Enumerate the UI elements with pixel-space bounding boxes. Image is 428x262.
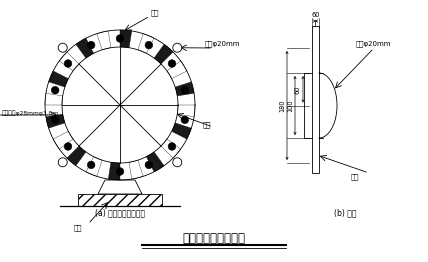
Polygon shape [53, 131, 73, 149]
Polygon shape [177, 105, 195, 117]
Text: 螺筋: 螺筋 [203, 122, 211, 128]
Text: 耳环φ20mm: 耳环φ20mm [205, 41, 241, 47]
Circle shape [173, 158, 182, 167]
Polygon shape [86, 157, 102, 176]
Text: 主筋: 主筋 [151, 10, 160, 16]
Polygon shape [172, 123, 191, 139]
Circle shape [58, 43, 67, 52]
Circle shape [181, 116, 189, 124]
Polygon shape [76, 38, 94, 58]
Circle shape [168, 60, 176, 67]
Polygon shape [138, 34, 154, 53]
Circle shape [173, 43, 182, 52]
Polygon shape [175, 82, 194, 96]
Polygon shape [97, 31, 111, 50]
Polygon shape [120, 30, 132, 48]
Circle shape [116, 35, 124, 42]
Polygon shape [62, 47, 178, 163]
Circle shape [58, 158, 67, 167]
Polygon shape [98, 180, 142, 194]
Text: 枕木: 枕木 [74, 225, 83, 231]
Circle shape [116, 168, 124, 175]
Circle shape [87, 41, 95, 49]
Text: 100: 100 [287, 99, 293, 112]
Polygon shape [59, 52, 79, 71]
Polygon shape [146, 152, 164, 172]
Circle shape [51, 116, 59, 124]
Circle shape [181, 86, 189, 94]
Circle shape [51, 86, 59, 94]
Circle shape [145, 41, 153, 49]
Text: 180: 180 [279, 99, 285, 112]
Polygon shape [46, 114, 65, 128]
Text: 耳环φ20mm: 耳环φ20mm [356, 41, 392, 47]
Polygon shape [167, 61, 187, 79]
Text: 60: 60 [311, 12, 320, 18]
Text: 60: 60 [295, 85, 301, 94]
Circle shape [64, 60, 72, 67]
Polygon shape [49, 71, 68, 87]
Text: (a) 钢筋笼的加固成型: (a) 钢筋笼的加固成型 [95, 209, 145, 217]
Polygon shape [129, 160, 143, 179]
Circle shape [145, 161, 153, 169]
Bar [312, 26, 319, 173]
Circle shape [168, 143, 176, 150]
Polygon shape [67, 146, 86, 166]
Text: 钢筋笼的成型与加固: 钢筋笼的成型与加固 [182, 232, 246, 244]
Circle shape [64, 143, 72, 150]
Polygon shape [319, 73, 337, 138]
Polygon shape [108, 162, 120, 180]
Circle shape [87, 161, 95, 169]
Polygon shape [78, 194, 162, 206]
Polygon shape [154, 44, 173, 64]
Text: 主筋: 主筋 [351, 174, 360, 180]
Text: 加劲支撑φ28mmφ3.0m: 加劲支撑φ28mmφ3.0m [2, 110, 59, 116]
Text: (b) 耳环: (b) 耳环 [334, 209, 356, 217]
Polygon shape [45, 93, 63, 105]
Polygon shape [161, 139, 181, 158]
